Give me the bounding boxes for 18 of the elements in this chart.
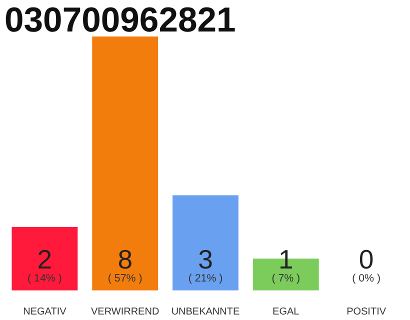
x-tick-label: VERWIRREND	[91, 306, 160, 318]
bar	[172, 195, 238, 290]
annotation: ( 14% )	[28, 272, 62, 284]
annotation: ( 0% )	[352, 272, 381, 284]
data-label: 0	[358, 244, 374, 274]
x-tick-label: NEGATIV	[23, 306, 67, 318]
annotation: ( 7% )	[272, 272, 300, 284]
annotation: ( 57% )	[108, 272, 142, 284]
data-label: 8	[118, 244, 133, 274]
x-tick-label: POSITIV	[346, 306, 386, 318]
x-tick-label: UNBEKANNTE	[171, 306, 240, 318]
chart-title: 030700962821	[4, 2, 236, 40]
annotation: ( 21% )	[188, 272, 223, 284]
x-tick-label: EGAL	[272, 306, 300, 318]
bar	[12, 226, 78, 290]
data-label: 3	[198, 244, 213, 274]
data-label: 2	[37, 244, 52, 274]
bar	[92, 36, 158, 290]
